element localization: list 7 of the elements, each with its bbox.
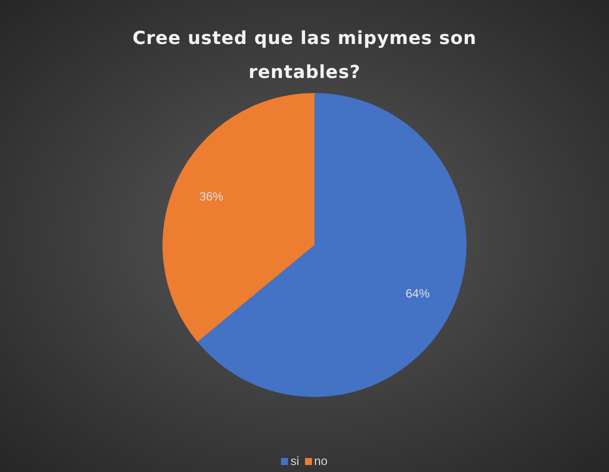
legend-label: no [313, 454, 328, 468]
legend-label: si [289, 454, 300, 468]
data-label: 36% [199, 189, 224, 204]
pie-slice [197, 93, 466, 397]
data-label: 64% [406, 286, 430, 301]
pie-slice [162, 93, 314, 342]
chart-title: Cree usted que las mipymes son rentables? [131, 27, 478, 85]
